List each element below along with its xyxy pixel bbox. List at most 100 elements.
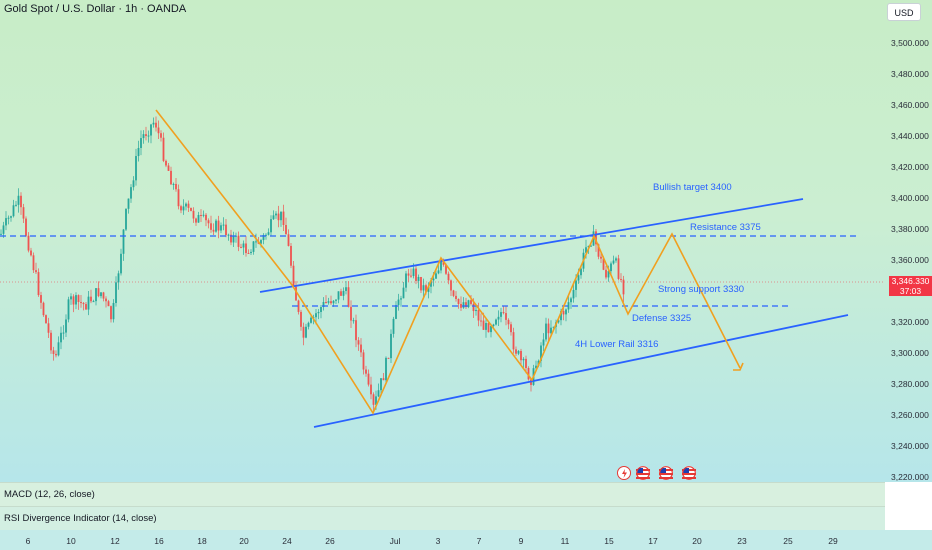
candle-body [405, 273, 407, 288]
candle-body [585, 247, 587, 253]
candle-body [222, 224, 225, 226]
time-axis[interactable]: 6 10 12 16 18 20 24 26 Jul 3 7 9 11 15 1… [0, 530, 932, 550]
time-axis-label: 26 [325, 536, 335, 546]
candle-body [115, 282, 117, 303]
current-price: 3,346.330 [891, 276, 930, 286]
candle-body [332, 300, 335, 304]
candle-body [200, 215, 202, 217]
candle-body [217, 220, 220, 231]
candle-body [452, 290, 455, 296]
time-axis-label: 12 [110, 536, 120, 546]
candle-body [432, 278, 435, 281]
candle-body [420, 276, 422, 291]
candle-body [335, 299, 337, 301]
candle-body [227, 234, 230, 236]
us-flag-icon[interactable] [636, 466, 650, 480]
candle-body [120, 253, 122, 274]
price-axis-label: 3,320.000 [891, 317, 929, 327]
flash-event-icon[interactable] [617, 466, 631, 480]
candle-body [250, 251, 252, 254]
candle-body [277, 213, 280, 221]
time-axis-label: 3 [435, 536, 441, 546]
time-axis-label: 20 [239, 536, 249, 546]
candle-body [442, 261, 445, 265]
candle-body [390, 333, 392, 359]
bullish-target-label: Bullish target 3400 [653, 182, 732, 193]
candle-body [170, 170, 172, 185]
currency-button[interactable]: USD [887, 3, 921, 21]
price-axis-label: 3,260.000 [891, 410, 929, 420]
candle-body [197, 215, 200, 223]
candle-body [357, 340, 360, 345]
candle-body [172, 183, 175, 185]
candle-body [262, 235, 265, 241]
time-axis-label: 23 [737, 536, 747, 546]
candle-body [310, 317, 312, 323]
price-axis-label: 3,220.000 [891, 472, 929, 482]
candle-body [157, 127, 160, 134]
macd-label: MACD (12, 26, close) [4, 489, 95, 500]
chart-area[interactable]: Gold Spot / U.S. Dollar · 1h · OANDA USD… [0, 0, 932, 482]
candle-body [100, 292, 102, 297]
candle-body [487, 323, 490, 333]
candle-body [317, 311, 320, 314]
candle-body [177, 189, 180, 207]
candle-body [245, 243, 247, 253]
candle-body [167, 165, 170, 171]
candle-body [527, 367, 530, 380]
candle-body [150, 124, 152, 136]
candle-body [165, 160, 167, 166]
macd-pane[interactable]: MACD (12, 26, close) [0, 482, 885, 506]
candle-body [427, 286, 430, 292]
candle-body [595, 231, 597, 245]
price-axis-label: 3,400.000 [891, 193, 929, 203]
candle-body [370, 384, 372, 395]
candle-body [97, 288, 100, 297]
candle-body [270, 219, 272, 233]
candle-body [607, 271, 610, 278]
candle-body [60, 332, 62, 343]
candle-body [50, 332, 52, 351]
candle-body [580, 268, 582, 276]
candle-body [12, 205, 15, 217]
time-axis-label: 25 [783, 536, 793, 546]
candle-body [455, 295, 457, 299]
time-axis-label: 9 [518, 536, 524, 546]
candle-body [572, 289, 575, 299]
candle-body [107, 301, 110, 307]
candle-body [547, 323, 550, 334]
candle-body [410, 275, 412, 277]
candle-body [0, 233, 2, 235]
candle-body [17, 195, 20, 205]
candle-body [195, 218, 197, 223]
time-axis-label: 6 [25, 536, 31, 546]
candle-body [102, 292, 105, 299]
candle-body [495, 319, 497, 325]
candle-body [535, 365, 537, 369]
candle-body [55, 353, 57, 356]
candle-body [240, 246, 242, 248]
candle-body [467, 300, 470, 308]
candle-body [242, 243, 245, 248]
chart-title: Gold Spot / U.S. Dollar · 1h · OANDA [4, 3, 187, 15]
candle-body [392, 318, 395, 334]
candle-body [377, 390, 380, 397]
us-flag-icon[interactable] [659, 466, 673, 480]
time-axis-label: 10 [66, 536, 76, 546]
price-chart[interactable] [0, 0, 932, 482]
price-axis-label: 3,360.000 [891, 255, 929, 265]
candle-body [117, 273, 120, 283]
candle-body [355, 320, 357, 341]
rsi-pane[interactable]: RSI Divergence Indicator (14, close) [0, 506, 885, 530]
candle-body [550, 327, 552, 334]
candle-body [180, 206, 182, 211]
us-flag-icon[interactable] [682, 466, 696, 480]
candle-body [125, 208, 127, 230]
candle-body [605, 269, 607, 278]
price-axis-label: 3,280.000 [891, 379, 929, 389]
candle-body [422, 285, 425, 291]
channel-lower [313, 314, 849, 428]
candle-body [132, 180, 135, 188]
time-axis-label: 20 [692, 536, 702, 546]
candles [0, 116, 625, 413]
